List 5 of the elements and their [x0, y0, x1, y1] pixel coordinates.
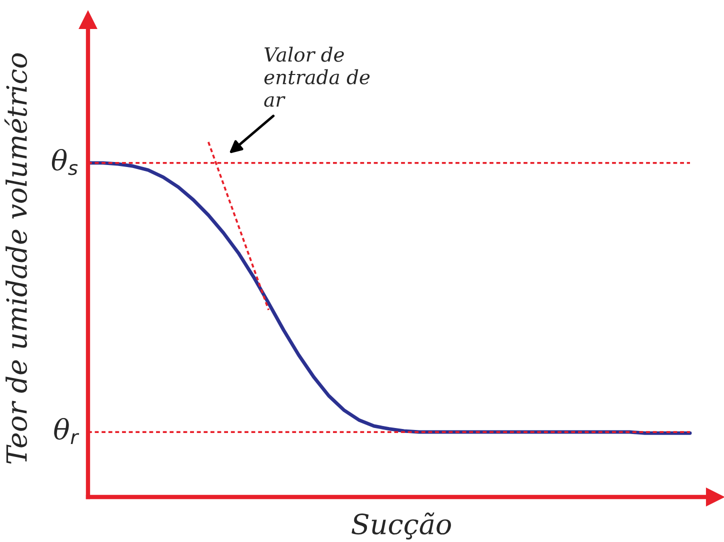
text: Valor de entrada de ar: [264, 46, 370, 107]
ref-line-label: θ$_{r}$: [54, 418, 80, 444]
x-axis-title: Sucção: [352, 512, 451, 540]
y-axis-title: Teor de umidade volumétrico: [4, 53, 28, 464]
ref-line-label: θ$_{s}$: [52, 148, 78, 176]
